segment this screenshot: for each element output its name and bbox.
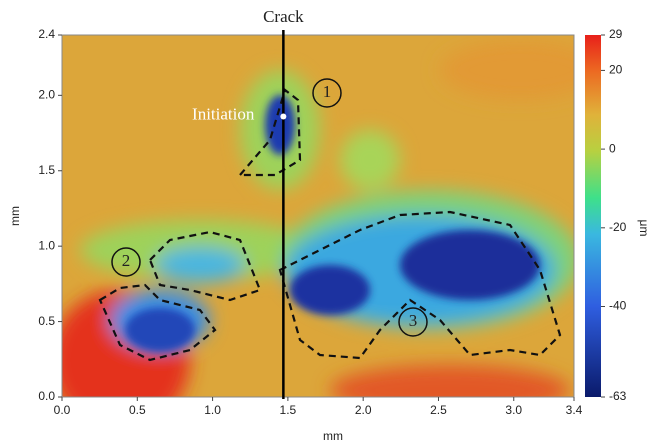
x-tick-label: 3.4 — [566, 403, 583, 417]
colorbar — [585, 35, 601, 397]
initiation-point — [280, 113, 286, 119]
colorbar-tick-label: -63 — [609, 389, 627, 403]
colorbar-tick-label: 29 — [609, 27, 623, 41]
colorbar-tick-label: 0 — [609, 141, 616, 155]
y-tick-label: 1.0 — [38, 238, 55, 252]
colorbar-label: μm — [637, 220, 651, 237]
x-tick-label: 3.0 — [505, 403, 522, 417]
y-tick-label: 2.4 — [38, 27, 55, 41]
region-label: 2 — [122, 251, 131, 270]
region-label: 1 — [323, 82, 332, 101]
x-tick-label: 1.5 — [280, 403, 297, 417]
x-tick-label: 2.0 — [355, 403, 372, 417]
x-tick-label: 0.5 — [129, 403, 146, 417]
y-tick-label: 1.5 — [38, 163, 55, 177]
region-label: 3 — [409, 311, 418, 330]
y-tick-label: 2.0 — [38, 88, 55, 102]
x-axis-label: mm — [323, 429, 343, 443]
crack-label: Crack — [263, 7, 304, 26]
colorbar-tick-label: 20 — [609, 63, 623, 77]
colorbar-tick-label: -40 — [609, 299, 627, 313]
x-tick-label: 0.0 — [54, 403, 71, 417]
x-tick-label: 2.5 — [430, 403, 447, 417]
y-tick-label: 0.5 — [38, 314, 55, 328]
y-tick-label: 0.0 — [38, 389, 55, 403]
colorbar-tick-label: -20 — [609, 220, 627, 234]
y-axis-label: mm — [8, 206, 22, 226]
x-tick-label: 1.0 — [204, 403, 221, 417]
initiation-label: Initiation — [192, 104, 255, 123]
chart: 2 1 3 mm mm μm 0.0 0.5 1.0 1.5 2.0 2.5 3.0 3.4 0… — [0, 0, 666, 448]
